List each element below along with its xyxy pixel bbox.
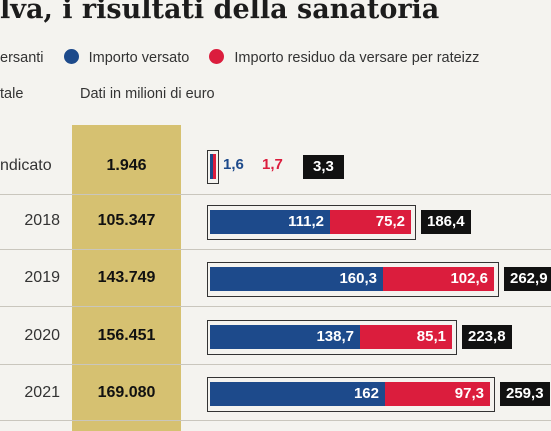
sum-label: 259,3 xyxy=(500,382,550,406)
row-separator xyxy=(0,364,551,365)
bar-frame xyxy=(207,150,219,184)
row-label: 2021 xyxy=(24,384,60,401)
value-label-versato: 1,6 xyxy=(223,156,244,173)
legend: ersanti Importo versato Importo residuo … xyxy=(0,49,479,66)
legend-blue-dot-icon xyxy=(63,49,79,64)
row-label: 2018 xyxy=(24,212,60,229)
bar-segment-versato: 111,2 xyxy=(210,210,330,234)
units-label: Dati in milioni di euro xyxy=(80,86,215,102)
total-value: 1.946 xyxy=(106,157,147,174)
row-separator xyxy=(0,306,551,307)
legend-red-dot-icon xyxy=(209,49,225,64)
bar-segment-residuo: 75,2 xyxy=(330,210,411,234)
total-value: 143.749 xyxy=(97,269,156,286)
row-separator xyxy=(0,194,551,195)
bar-segment-residuo: 85,1 xyxy=(360,325,452,349)
bar-segment-versato: 160,3 xyxy=(210,267,383,291)
row-separator xyxy=(0,420,551,421)
sum-label: 262,9 xyxy=(504,267,551,291)
sum-label: 3,3 xyxy=(303,155,344,179)
legend-red-label: Importo residuo da versare per rateizz xyxy=(234,50,480,66)
bar-segment-versato: 162 xyxy=(210,382,385,406)
row-label: ndicato xyxy=(0,157,52,174)
legend-left-label: ersanti xyxy=(0,50,44,66)
bar-segment-residuo: 102,6 xyxy=(383,267,494,291)
row-label: 2019 xyxy=(24,269,60,286)
bar-segment-residuo xyxy=(213,154,216,179)
chart-title: lva, i risultati della sanatoria xyxy=(0,0,440,25)
bar-frame xyxy=(207,377,495,412)
bar-frame xyxy=(207,320,457,355)
sum-label: 186,4 xyxy=(421,210,471,234)
value-label-residuo: 1,7 xyxy=(262,156,283,173)
bar-segment-versato xyxy=(210,154,213,179)
bar-frame xyxy=(207,262,499,297)
bar-segment-versato: 138,7 xyxy=(210,325,360,349)
totals-column-band xyxy=(72,125,181,431)
bar-segment-residuo: 97,3 xyxy=(385,382,490,406)
row-label: 2020 xyxy=(24,327,60,344)
sub-left-label: tale xyxy=(0,86,24,102)
row-separator xyxy=(0,249,551,250)
total-value: 156.451 xyxy=(97,327,156,344)
bar-frame xyxy=(207,205,416,240)
total-value: 169.080 xyxy=(97,384,156,401)
total-value: 105.347 xyxy=(97,212,156,229)
legend-blue-label: Importo versato xyxy=(88,50,190,66)
sum-label: 223,8 xyxy=(462,325,512,349)
